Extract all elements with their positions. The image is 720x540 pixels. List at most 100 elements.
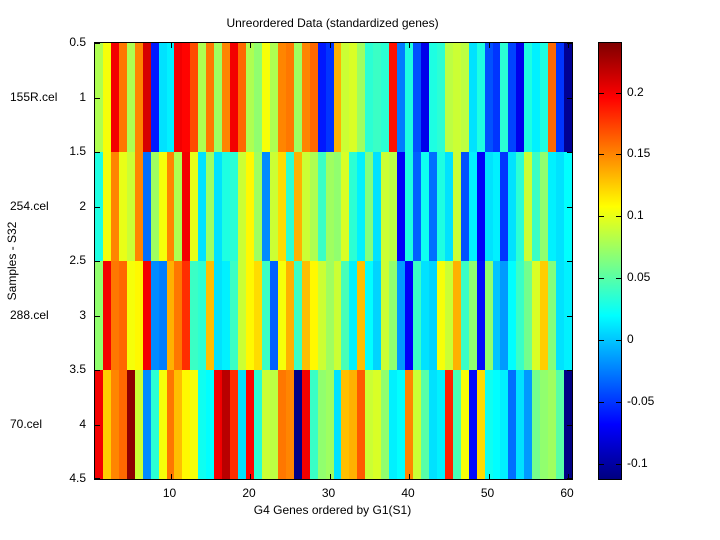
heatmap-cell bbox=[142, 370, 151, 479]
axis-tick bbox=[95, 261, 100, 262]
heatmap-cell bbox=[110, 43, 120, 153]
heatmap-cell bbox=[190, 43, 199, 153]
axis-tick bbox=[95, 424, 100, 426]
heatmap-cell bbox=[110, 370, 120, 479]
colorbar-tick-label: 0 bbox=[627, 332, 634, 347]
heatmap-cell bbox=[468, 261, 477, 371]
heatmap-cell bbox=[397, 43, 406, 153]
heatmap-cell bbox=[381, 261, 390, 371]
heatmap-cell bbox=[110, 261, 120, 371]
heatmap-cell bbox=[492, 43, 501, 153]
heatmap-cell bbox=[238, 370, 247, 479]
axis-tick bbox=[170, 474, 172, 479]
heatmap-cell bbox=[182, 152, 191, 262]
heatmap-cell bbox=[476, 261, 485, 371]
heatmap-cell bbox=[261, 43, 271, 153]
heatmap-cell bbox=[524, 370, 533, 479]
heatmap-cell bbox=[516, 152, 525, 262]
heatmap-cell bbox=[397, 370, 406, 479]
axis-tick bbox=[599, 216, 604, 218]
heatmap-cell bbox=[476, 370, 485, 479]
heatmap-cell bbox=[412, 261, 422, 371]
heatmap-cell bbox=[349, 261, 358, 371]
heatmap-cell bbox=[285, 370, 295, 479]
heatmap-cell bbox=[548, 43, 557, 153]
heatmap-cell bbox=[349, 152, 358, 262]
sample-label: 155R.cel bbox=[10, 89, 58, 104]
heatmap-cell bbox=[357, 370, 366, 479]
heatmap-cell bbox=[118, 370, 128, 479]
heatmap-cell bbox=[540, 152, 549, 262]
heatmap-cell bbox=[412, 370, 422, 479]
heatmap-cell bbox=[468, 152, 477, 262]
heatmap-cell bbox=[277, 43, 287, 153]
heatmap-cell bbox=[198, 43, 207, 153]
heatmap-cell bbox=[508, 370, 517, 479]
heatmap-cell bbox=[238, 261, 247, 371]
colorbar-tick-label: 0.1 bbox=[627, 208, 644, 223]
heatmap-cell bbox=[405, 152, 414, 262]
heatmap-cell bbox=[420, 152, 430, 262]
heatmap-cell bbox=[492, 152, 501, 262]
heatmap-cell bbox=[508, 43, 517, 153]
y-tick-label: 3.5 bbox=[69, 362, 86, 376]
axis-tick bbox=[170, 43, 172, 48]
heatmap-cell bbox=[134, 152, 143, 262]
heatmap-cell bbox=[285, 261, 295, 371]
heatmap-cell bbox=[373, 152, 382, 262]
heatmap-cell bbox=[301, 261, 310, 371]
heatmap-cell bbox=[397, 261, 406, 371]
heatmap-cell bbox=[142, 43, 151, 153]
heatmap-cell bbox=[341, 43, 350, 153]
heatmap-cell bbox=[158, 43, 167, 153]
heatmap-cell bbox=[333, 152, 342, 262]
heatmap-cell bbox=[389, 43, 398, 153]
heatmap-cell bbox=[484, 370, 493, 479]
heatmap-cell bbox=[389, 261, 398, 371]
heatmap-cell bbox=[285, 43, 295, 153]
heatmap-cell bbox=[182, 370, 191, 479]
axis-tick bbox=[567, 424, 572, 426]
axis-tick bbox=[567, 478, 572, 479]
heatmap-cell bbox=[150, 261, 159, 371]
heatmap-cell bbox=[214, 261, 223, 371]
heatmap-cell bbox=[460, 261, 469, 371]
heatmap-cell bbox=[309, 43, 318, 153]
heatmap-cell bbox=[325, 152, 334, 262]
heatmap-cell bbox=[500, 261, 509, 371]
x-axis-label: G4 Genes ordered by G1(S1) bbox=[253, 503, 412, 517]
heatmap-cell bbox=[190, 152, 199, 262]
heatmap-cell bbox=[246, 370, 255, 479]
heatmap-cell bbox=[174, 261, 183, 371]
axis-tick bbox=[568, 474, 570, 479]
heatmap-cell bbox=[436, 152, 446, 262]
colorbar bbox=[598, 42, 622, 480]
heatmap-cell bbox=[341, 261, 350, 371]
heatmap-cell bbox=[126, 370, 136, 479]
axis-tick bbox=[567, 261, 572, 262]
heatmap-cell bbox=[206, 261, 215, 371]
heatmap-cell bbox=[333, 370, 342, 479]
heatmap-cell bbox=[508, 261, 517, 371]
heatmap-cell bbox=[405, 261, 414, 371]
heatmap-cell bbox=[556, 43, 565, 153]
heatmap-cell bbox=[126, 152, 136, 262]
colorbar-tick-label: -0.05 bbox=[627, 394, 655, 409]
axis-tick bbox=[95, 370, 100, 371]
heatmap-cell bbox=[548, 152, 557, 262]
heatmap-cell bbox=[238, 152, 247, 262]
heatmap-cell bbox=[556, 261, 565, 371]
heatmap-cell bbox=[460, 152, 469, 262]
heatmap-cell bbox=[548, 261, 557, 371]
y-tick-label: 4 bbox=[79, 416, 86, 431]
heatmap-cell bbox=[452, 43, 461, 153]
heatmap-cell bbox=[381, 152, 390, 262]
heatmap-cell bbox=[246, 152, 255, 262]
heatmap-cell bbox=[556, 152, 565, 262]
heatmap-cell bbox=[508, 152, 517, 262]
heatmap-cell bbox=[134, 370, 143, 479]
sample-label: 288.cel bbox=[10, 307, 49, 322]
heatmap-cell bbox=[532, 370, 541, 479]
heatmap-cell bbox=[150, 43, 159, 153]
colorbar-tick-label: -0.1 bbox=[627, 456, 648, 471]
